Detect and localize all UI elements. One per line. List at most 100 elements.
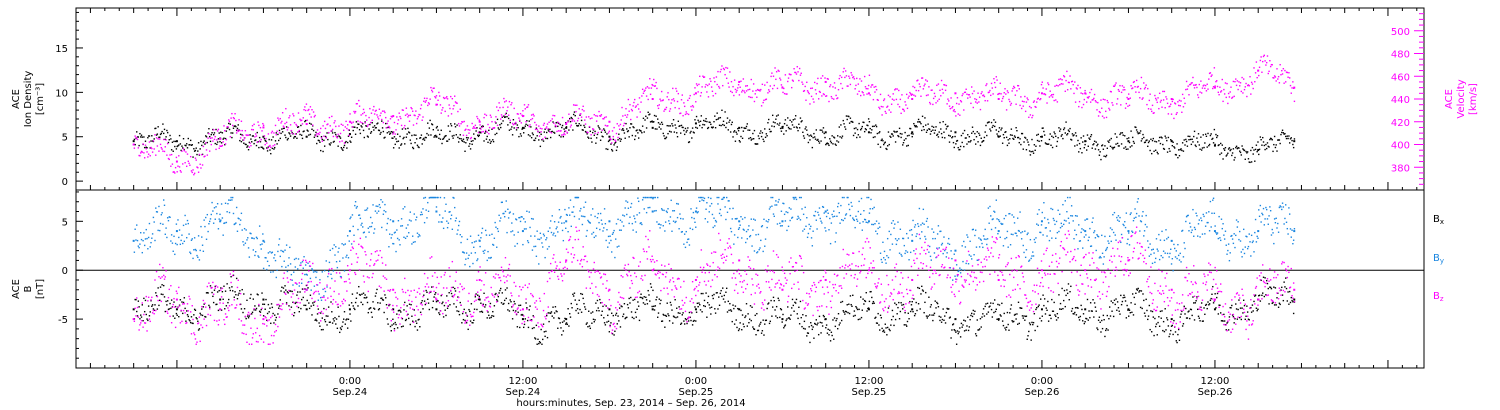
density-sample	[209, 140, 212, 143]
bx-sample	[448, 292, 450, 294]
velocity-sample	[762, 101, 764, 104]
density-sample	[1260, 139, 1262, 141]
density-sample	[859, 136, 861, 138]
bx-sample	[388, 304, 390, 307]
bx-sample	[486, 317, 488, 319]
bx-sample	[931, 314, 933, 316]
density-sample	[250, 138, 252, 140]
bx-sample	[967, 316, 969, 318]
density-sample	[332, 141, 335, 143]
velocity-sample	[625, 108, 627, 110]
velocity-sample	[1087, 97, 1089, 99]
density-sample	[411, 146, 414, 149]
density-sample	[442, 137, 445, 140]
bx-sample	[213, 289, 216, 291]
density-sample	[538, 131, 541, 134]
density-sample	[605, 148, 607, 150]
density-sample	[140, 136, 142, 138]
velocity-sample	[534, 121, 536, 124]
velocity-tick-label: 400	[1391, 141, 1410, 152]
density-sample	[665, 136, 668, 138]
velocity-sample	[1085, 101, 1088, 103]
bx-sample	[343, 311, 346, 313]
density-sample	[626, 130, 629, 133]
velocity-sample	[515, 121, 517, 124]
density-sample	[1108, 141, 1110, 144]
density-sample	[1024, 136, 1026, 139]
density-sample	[549, 136, 552, 139]
velocity-sample	[896, 88, 898, 90]
bx-series	[132, 274, 1296, 345]
bx-sample	[274, 319, 277, 321]
density-sample	[779, 127, 782, 130]
density-sample	[1010, 128, 1013, 130]
bx-sample	[400, 326, 403, 328]
bx-sample	[252, 298, 255, 300]
velocity-sample	[456, 102, 458, 104]
bx-sample	[653, 309, 656, 311]
velocity-sample	[1061, 79, 1063, 81]
density-sample	[1128, 137, 1130, 139]
bx-sample	[1120, 303, 1123, 306]
velocity-sample	[837, 97, 839, 99]
bx-sample	[724, 301, 726, 303]
density-sample	[354, 126, 356, 129]
velocity-sample	[225, 138, 228, 141]
bx-sample	[1282, 299, 1285, 302]
density-sample	[498, 128, 500, 131]
density-sample	[1203, 146, 1205, 149]
bx-sample	[604, 324, 607, 326]
density-sample	[377, 129, 380, 131]
bx-sample	[771, 315, 773, 317]
velocity-sample	[1133, 80, 1135, 83]
velocity-sample	[626, 114, 629, 116]
density-sample	[1051, 135, 1053, 137]
density-sample	[1134, 126, 1136, 128]
velocity-sample	[354, 110, 357, 113]
bx-sample	[948, 308, 950, 310]
bx-sample	[1010, 304, 1013, 306]
bx-sample	[683, 323, 686, 325]
density-sample	[141, 136, 143, 138]
density-sample	[990, 121, 993, 124]
density-sample	[457, 141, 460, 143]
velocity-sample	[1196, 86, 1198, 89]
density-sample	[1192, 141, 1194, 143]
velocity-sample	[1131, 87, 1134, 89]
velocity-sample	[664, 108, 667, 111]
velocity-sample	[692, 106, 695, 108]
velocity-sample	[1189, 83, 1191, 86]
velocity-sample	[480, 128, 482, 130]
density-sample	[403, 136, 405, 139]
velocity-sample	[1037, 97, 1040, 100]
velocity-sample	[733, 94, 735, 97]
density-sample	[1219, 153, 1221, 156]
bx-sample	[934, 300, 936, 302]
bx-sample	[907, 312, 909, 314]
velocity-sample	[1290, 92, 1292, 94]
density-sample	[729, 119, 731, 121]
bx-sample	[357, 305, 359, 307]
bx-sample	[747, 313, 749, 315]
velocity-sample	[794, 71, 796, 74]
by-sample	[213, 207, 216, 209]
bx-sample	[666, 302, 668, 304]
density-sample	[1227, 152, 1229, 154]
velocity-sample	[884, 110, 886, 113]
velocity-sample	[844, 76, 846, 79]
density-sample	[814, 138, 817, 140]
density-sample	[289, 135, 292, 137]
bx-sample	[1240, 318, 1243, 321]
density-sample	[511, 126, 513, 128]
density-sample	[777, 114, 779, 116]
velocity-sample	[143, 152, 145, 154]
velocity-sample	[1103, 117, 1105, 119]
density-sample	[1162, 147, 1165, 150]
density-sample	[324, 135, 327, 138]
velocity-sample	[423, 97, 426, 99]
bx-sample	[1288, 303, 1290, 305]
velocity-sample	[604, 124, 607, 127]
bx-sample	[570, 302, 572, 305]
density-sample	[143, 146, 146, 149]
velocity-sample	[1281, 73, 1284, 75]
